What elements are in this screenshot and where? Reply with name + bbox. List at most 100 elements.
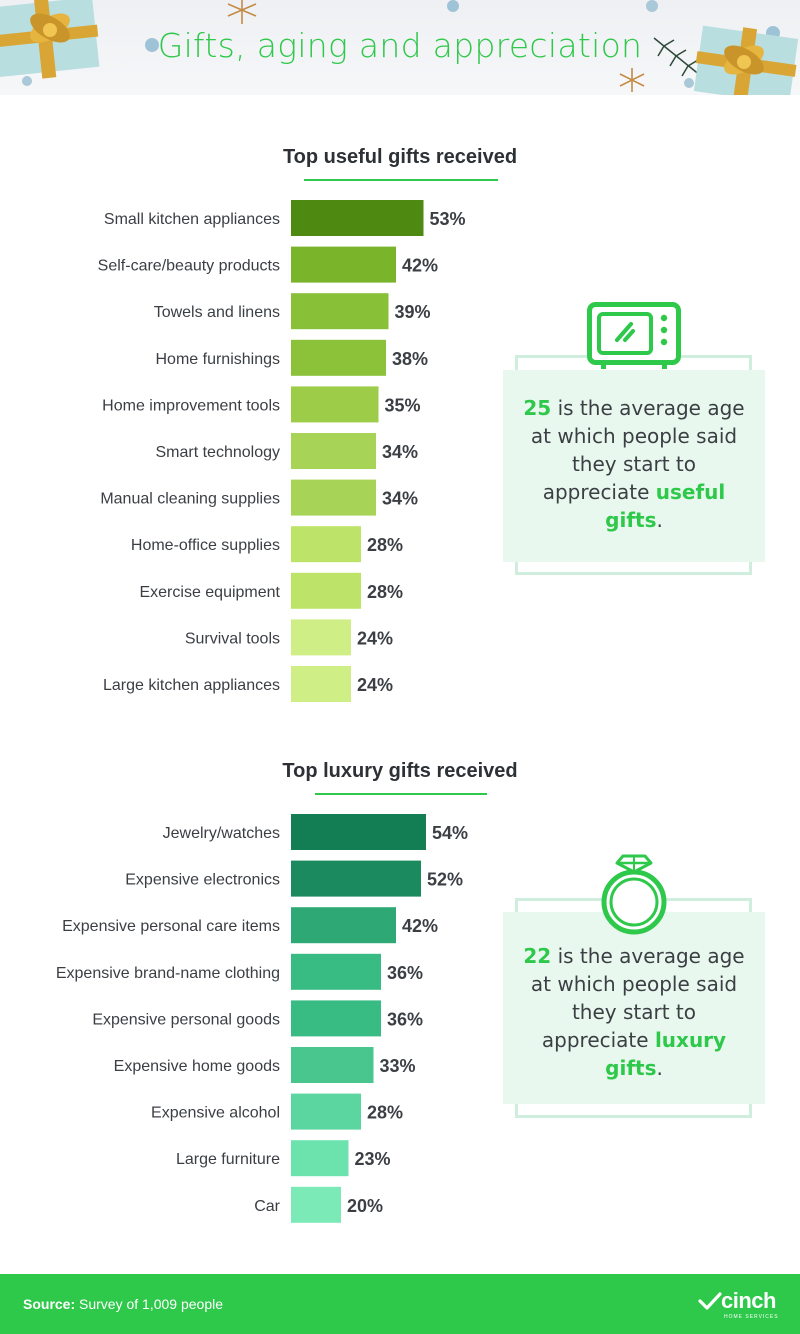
cinch-check-icon: [698, 1292, 722, 1310]
ornament-icon: [646, 0, 658, 12]
category-label: Survival tools: [185, 630, 280, 647]
luxury-callout: 22 is the average age at which people sa…: [503, 846, 765, 1122]
useful-average-age: 25: [523, 396, 552, 420]
bar: [291, 339, 386, 376]
bar: [291, 1000, 381, 1037]
ornament-icon: [684, 78, 694, 88]
callout-panel: [503, 370, 765, 562]
snowflake-icon: [619, 68, 645, 92]
ornament-icon: [145, 38, 159, 52]
useful-title-rule: [304, 179, 498, 181]
category-label: Home furnishings: [156, 351, 281, 368]
bar: [291, 953, 381, 990]
value-label: 36%: [387, 1009, 423, 1029]
bar: [291, 572, 361, 609]
value-label: 38%: [392, 349, 428, 369]
diamond-ring-icon: [601, 854, 667, 935]
useful-callout-text: 25 is the average age at which people sa…: [523, 394, 745, 534]
category-label: Large furniture: [176, 1151, 280, 1168]
bar: [291, 1093, 361, 1130]
category-label: Expensive alcohol: [151, 1105, 280, 1122]
value-label: 28%: [367, 535, 403, 555]
value-label: 53%: [430, 209, 466, 229]
bar: [291, 1140, 349, 1177]
category-label: Expensive personal goods: [92, 1011, 280, 1028]
category-label: Manual cleaning supplies: [100, 491, 280, 508]
bar: [291, 246, 396, 283]
bar: [291, 479, 376, 516]
useful-callout-body: is the average age at which people said …: [530, 396, 745, 504]
value-label: 42%: [402, 256, 438, 276]
value-label: 42%: [402, 916, 438, 936]
value-label: 35%: [385, 395, 421, 415]
luxury-callout-highlight: luxury gifts: [605, 1028, 727, 1080]
value-label: 28%: [367, 1103, 403, 1123]
value-label: 33%: [380, 1056, 416, 1076]
logo-subtitle: HOME SERVICES: [724, 1314, 779, 1320]
category-label: Home improvement tools: [102, 397, 280, 414]
category-label: Home-office supplies: [131, 537, 280, 554]
bar: [291, 526, 361, 563]
category-label: Exercise equipment: [139, 584, 280, 601]
value-label: 52%: [427, 870, 463, 890]
useful-gifts-bars: Small kitchen appliances 53% Self-care/bea…: [98, 200, 466, 702]
bar: [291, 814, 426, 850]
source-note: Source: Survey of 1,009 people: [23, 1296, 223, 1312]
bar: [291, 293, 389, 330]
snowflake-icon: [227, 0, 257, 24]
value-label: 20%: [347, 1196, 383, 1216]
category-label: Small kitchen appliances: [104, 211, 280, 228]
ornament-icon: [447, 0, 459, 12]
source-text: Survey of 1,009 people: [79, 1296, 224, 1312]
bar: [291, 433, 376, 469]
value-label: 54%: [432, 823, 468, 843]
useful-gifts-chart: Small kitchen appliances 53% Self-care/bea…: [98, 200, 466, 702]
luxury-callout-body: is the average age at which people said …: [530, 944, 745, 1052]
value-label: 24%: [357, 628, 393, 648]
luxury-chart-title: Top luxury gifts received: [282, 760, 518, 782]
gift-box-icon: [0, 0, 100, 79]
value-label: 24%: [357, 675, 393, 695]
category-label: Smart technology: [155, 444, 280, 461]
luxury-callout-text: 22 is the average age at which people sa…: [523, 942, 745, 1082]
category-label: Expensive personal care items: [62, 918, 280, 935]
bar: [291, 619, 351, 656]
page-title: Gifts, aging and appreciation: [157, 26, 643, 65]
value-label: 23%: [355, 1149, 391, 1169]
value-label: 39%: [395, 302, 431, 322]
useful-callout-period: .: [656, 508, 663, 532]
bar: [291, 666, 351, 702]
useful-chart-title: Top useful gifts received: [282, 146, 518, 168]
bar: [291, 907, 396, 944]
useful-callout: 25 is the average age at which people sa…: [503, 300, 765, 580]
category-label: Large kitchen appliances: [103, 677, 280, 694]
category-label: Jewelry/watches: [163, 825, 280, 842]
category-label: Expensive home goods: [114, 1058, 280, 1075]
luxury-callout-period: .: [656, 1056, 663, 1080]
category-label: Towels and linens: [154, 304, 280, 321]
bar: [291, 1047, 374, 1083]
luxury-gifts-chart: Jewelry/watches 54% Expensive electronics 5…: [56, 814, 468, 1223]
value-label: 34%: [382, 442, 418, 462]
luxury-gifts-bars: Jewelry/watches 54% Expensive electronics 5…: [56, 814, 468, 1223]
microwave-icon: [587, 302, 681, 369]
gift-box-icon: [693, 25, 799, 95]
cinch-logo: cinch HOME SERVICES: [697, 1288, 783, 1324]
callout-panel: [503, 912, 765, 1104]
footer-bar: Source: Survey of 1,009 people cinch HOM…: [0, 1274, 800, 1334]
luxury-average-age: 22: [523, 944, 552, 968]
category-label: Self-care/beauty products: [98, 258, 280, 275]
bar: [291, 200, 424, 236]
header-banner: Gifts, aging and appreciation: [0, 0, 800, 95]
category-label: Expensive electronics: [125, 872, 280, 889]
useful-callout-highlight: useful gifts: [605, 480, 726, 532]
source-label: Source:: [23, 1296, 76, 1312]
luxury-title-rule: [315, 793, 487, 795]
bar: [291, 386, 379, 423]
value-label: 34%: [382, 489, 418, 509]
value-label: 36%: [387, 963, 423, 983]
bar: [291, 860, 421, 897]
bar: [291, 1186, 341, 1223]
ornament-icon: [22, 76, 32, 86]
value-label: 28%: [367, 582, 403, 602]
